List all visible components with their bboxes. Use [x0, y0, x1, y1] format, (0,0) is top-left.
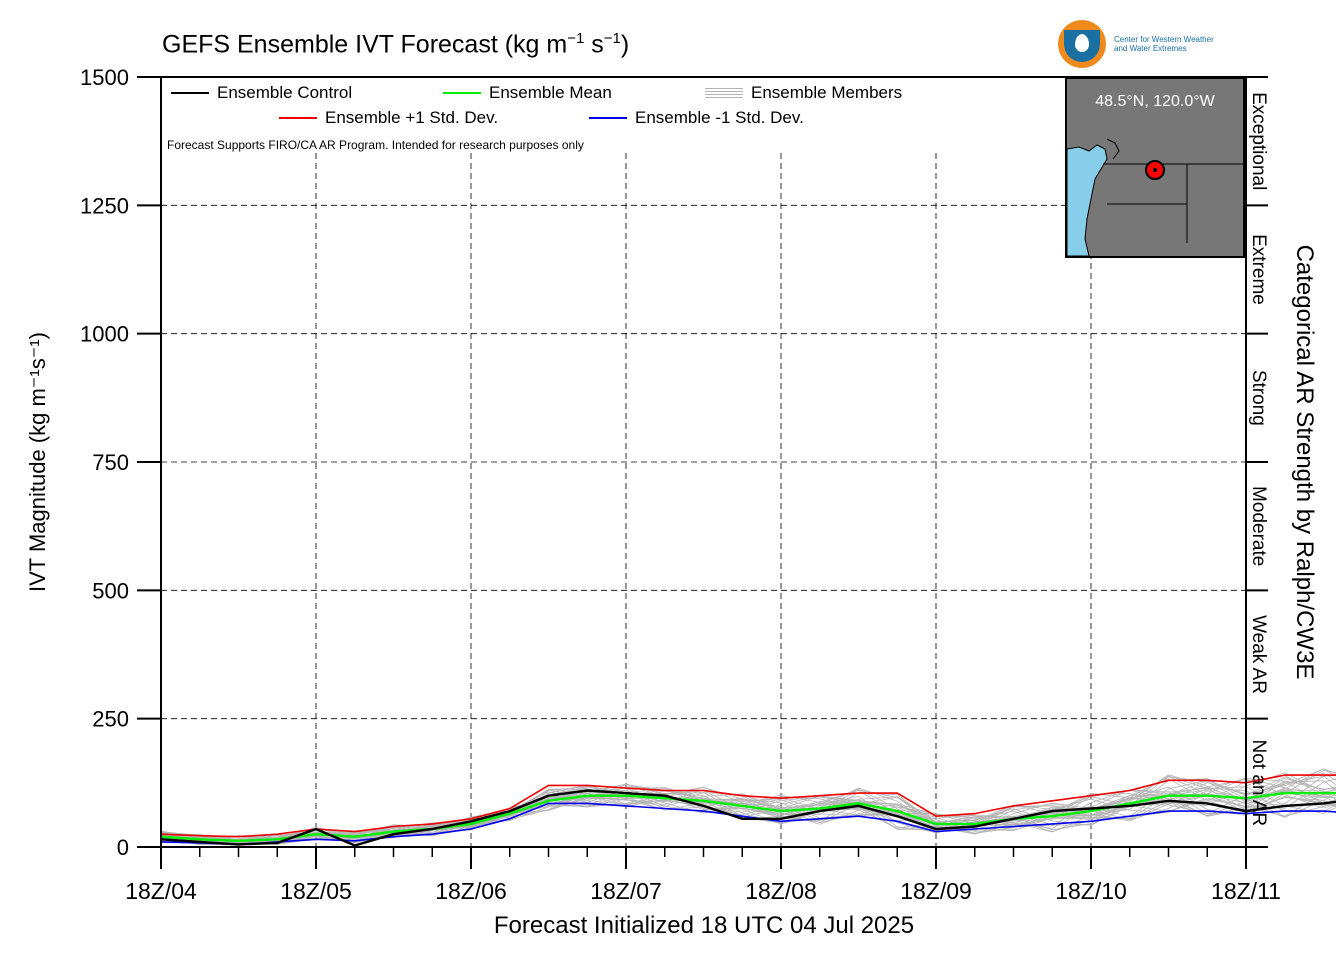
legend-minus-swatch	[589, 117, 627, 119]
disclaimer: Forecast Supports FIRO/CA AR Program. In…	[167, 138, 584, 152]
legend-mean-swatch	[443, 92, 481, 94]
location-map: 48.5°N, 120.0°W	[1065, 77, 1245, 258]
legend-members: Ensemble Members	[705, 83, 902, 103]
legend-plus: Ensemble +1 Std. Dev.	[279, 108, 498, 128]
series-plus-line	[160, 774, 1336, 838]
category-label: Weak AR	[1248, 615, 1269, 694]
map-location-label: 48.5°N, 120.0°W	[1095, 93, 1215, 110]
category-label: Strong	[1248, 370, 1269, 426]
category-label: Moderate	[1248, 486, 1269, 566]
map-graphic	[1067, 138, 1243, 256]
category-axis: Not an AR Weak AR Moderate Strong Extreme Exc…	[1246, 76, 1269, 848]
y-tick-label: 250	[92, 707, 129, 732]
legend-control-swatch	[171, 92, 209, 94]
ensemble-member-line	[160, 774, 1336, 844]
y-tick-label: 1000	[80, 322, 129, 347]
x-tick-label: 18Z/11	[1211, 878, 1281, 904]
legend-mean: Ensemble Mean	[443, 83, 612, 103]
legend-minus: Ensemble -1 Std. Dev.	[589, 108, 804, 128]
legend-control: Ensemble Control	[171, 83, 352, 103]
x-tick-label: 18Z/10	[1055, 878, 1127, 904]
x-tick-label: 18Z/08	[745, 878, 817, 904]
y-axis-label: IVT Magnitude (kg m⁻¹s⁻¹)	[25, 332, 50, 592]
x-tick-label: 18Z/07	[590, 878, 662, 904]
legend-plus-swatch	[279, 117, 317, 119]
ensemble-members	[160, 768, 1336, 846]
legend-minus-label: Ensemble -1 Std. Dev.	[635, 108, 804, 127]
category-label: Not an AR	[1248, 739, 1269, 826]
right-axis-label: Categorical AR Strength by Ralph/CW3E	[1291, 244, 1318, 680]
ensemble-member-line	[160, 776, 1336, 844]
y-tick-label: 1250	[80, 193, 129, 218]
x-tick-label: 18Z/05	[280, 878, 352, 904]
y-tick-label: 500	[92, 578, 129, 603]
legend-control-label: Ensemble Control	[217, 83, 353, 102]
cw3e-logo: Center for Western Weather and Water Ext…	[1058, 20, 1244, 68]
legend-members-swatch	[705, 88, 743, 98]
x-tick-label: 18Z/06	[435, 878, 507, 904]
coastline	[1106, 138, 1120, 160]
series-minus-line	[160, 802, 1336, 846]
axes: 0 250 500 750 1000 1250 1500 18Z/04 18Z/05 18Z/06…	[80, 65, 1281, 904]
series-mean-line	[160, 791, 1336, 843]
logo-text: Center for Western Weather and Water Ext…	[1114, 35, 1244, 53]
legend-members-label: Ensemble Members	[751, 83, 903, 102]
series-lines	[160, 774, 1336, 847]
location-marker-center	[1153, 168, 1157, 172]
ocean-area	[1067, 144, 1108, 256]
grid-lines	[161, 153, 1246, 847]
category-label: Exceptional	[1248, 92, 1269, 190]
series-control-line	[160, 789, 1336, 847]
cw3e-logo-icon	[1058, 20, 1106, 68]
ensemble-member-line	[161, 788, 1336, 845]
category-label: Extreme	[1248, 234, 1269, 305]
x-axis-label: Forecast Initialized 18 UTC 04 Jul 2025	[493, 912, 915, 939]
legend-plus-label: Ensemble +1 Std. Dev.	[325, 108, 499, 127]
ensemble-member-line	[160, 792, 1336, 845]
legend-mean-label: Ensemble Mean	[489, 83, 612, 102]
y-tick-label: 0	[117, 835, 129, 860]
x-tick-label: 18Z/04	[125, 878, 197, 904]
chart-title: GEFS Ensemble IVT Forecast (kg m−1 s−1)	[162, 30, 630, 59]
logo-line-2: and Water Extremes	[1114, 44, 1187, 53]
y-tick-label: 1500	[80, 65, 129, 90]
ensemble-member-line	[160, 778, 1336, 843]
y-tick-label: 750	[92, 450, 129, 475]
ensemble-member-line	[160, 786, 1336, 844]
x-tick-label: 18Z/09	[900, 878, 972, 904]
logo-line-1: Center for Western Weather	[1114, 35, 1214, 44]
